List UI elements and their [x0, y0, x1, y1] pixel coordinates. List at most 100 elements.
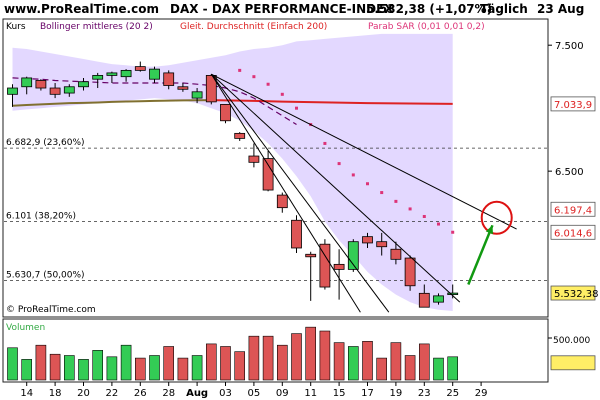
volume-bar: [376, 357, 388, 381]
volume-bar: [120, 344, 132, 381]
candle-body: [333, 263, 345, 270]
x-axis-label: Aug: [186, 388, 208, 399]
candle-body: [234, 132, 246, 139]
volume-bar: [191, 355, 203, 381]
y-axis-label: 7.500: [555, 41, 584, 52]
candle-body: [49, 87, 61, 95]
candle-body: [191, 91, 203, 99]
y-axis-label: 6.500: [555, 167, 584, 178]
sar-dot: [437, 222, 440, 226]
x-axis-label: 20: [77, 388, 90, 399]
x-axis-label: 15: [333, 388, 346, 399]
sar-dot: [408, 207, 412, 211]
volume-bar: [7, 347, 18, 381]
legend-sma: Gleit. Durchschnitt (Einfach 200): [180, 22, 327, 32]
volume-bar: [447, 356, 459, 381]
sar-dot: [238, 68, 242, 72]
volume-bar: [64, 355, 75, 381]
volume-bar: [248, 335, 260, 381]
x-axis-label: 11: [304, 388, 317, 399]
price-tag-label: 6.014,6: [554, 228, 592, 239]
candle-body: [276, 194, 288, 209]
x-axis-label: 05: [248, 388, 261, 399]
x-axis-label: 17: [361, 388, 374, 399]
x-axis-label: 14: [20, 388, 33, 399]
candle-body: [390, 248, 402, 260]
candle-body: [134, 66, 146, 71]
candle-body: [63, 86, 75, 94]
sar-dot: [422, 214, 426, 218]
volume-label: Volumen: [6, 323, 45, 333]
volume-bar: [347, 346, 359, 381]
sar-dot: [280, 92, 284, 96]
candle-body: [376, 241, 388, 248]
x-axis-label: 03: [219, 388, 232, 399]
x-axis-label: 19: [390, 388, 403, 399]
trendline: [210, 73, 461, 303]
sar-dot: [380, 191, 384, 195]
price-change: 5.532,38 (+1,07%): [366, 2, 492, 16]
volume-bar: [262, 335, 274, 381]
target-arrow-shaft: [467, 224, 494, 285]
candlesticks: [7, 61, 459, 308]
candle-body: [78, 81, 89, 88]
x-axis-label: 23: [418, 388, 431, 399]
volume-bar: [390, 342, 402, 381]
candle-body: [21, 77, 33, 88]
volume-tag-box: [550, 355, 596, 371]
x-axis-label: 25: [446, 388, 459, 399]
annotations: [467, 200, 513, 285]
target-circle: [480, 200, 513, 235]
price-tag-label: 6.197,4: [554, 205, 592, 216]
candle-body: [163, 72, 175, 86]
volume-bar: [92, 350, 103, 381]
sar-dot: [451, 230, 455, 234]
volume-bar: [362, 341, 373, 381]
price-tag-box: [550, 285, 596, 301]
volume-bar: [206, 343, 217, 381]
candle-body: [248, 155, 260, 163]
volume-bar: [177, 357, 189, 381]
sar-dot: [323, 141, 327, 145]
candle-body: [347, 241, 359, 270]
fib-level-label: 5.630,7 (50,00%): [6, 271, 85, 281]
chart-title: DAX - DAX PERFORMANCE-INDEX: [170, 2, 394, 16]
volume-bar: [433, 357, 444, 381]
volume-bar: [163, 346, 174, 381]
price-tag-box: [550, 224, 596, 240]
price-tag-box: [550, 201, 596, 217]
candle-body: [92, 75, 104, 80]
volume-bar: [135, 357, 146, 381]
volume-bar: [276, 344, 288, 381]
trendline: [210, 73, 361, 313]
sma-200-line-late: [211, 99, 453, 105]
sar-dot: [366, 182, 369, 186]
sar-dot: [394, 199, 398, 203]
sar-dot: [252, 75, 256, 79]
price-tag-box: [550, 96, 596, 112]
volume-bar: [35, 344, 47, 381]
candle-body: [220, 103, 231, 122]
volume-bar: [291, 333, 302, 381]
volume-bar: [106, 356, 118, 381]
x-axis-label: 18: [49, 388, 62, 399]
candle-body: [291, 219, 302, 249]
price-tag-label: 7.033,9: [554, 100, 592, 111]
candle-body: [205, 75, 217, 103]
volume-bars: [7, 326, 552, 381]
candle-body: [7, 87, 18, 95]
x-axis-label: 09: [276, 388, 289, 399]
volume-bar: [404, 355, 416, 381]
x-axis-label: 22: [106, 388, 119, 399]
candle-body: [106, 72, 118, 76]
trendline: [211, 73, 517, 230]
fibonacci-levels: 6.682,9 (23,60%) 6.101 (38,20%) 5.630,7 (5…: [4, 138, 547, 282]
fib-level-label: 6.101 (38,20%): [6, 211, 76, 221]
candle-body: [418, 292, 430, 308]
target-arrow-head: [485, 225, 494, 235]
x-axis-label: 29: [475, 388, 488, 399]
period-label: Täglich: [480, 2, 528, 16]
sar-dot: [266, 82, 270, 86]
price-tag-label: 5.532,38: [554, 289, 599, 300]
candle-body: [177, 86, 189, 90]
